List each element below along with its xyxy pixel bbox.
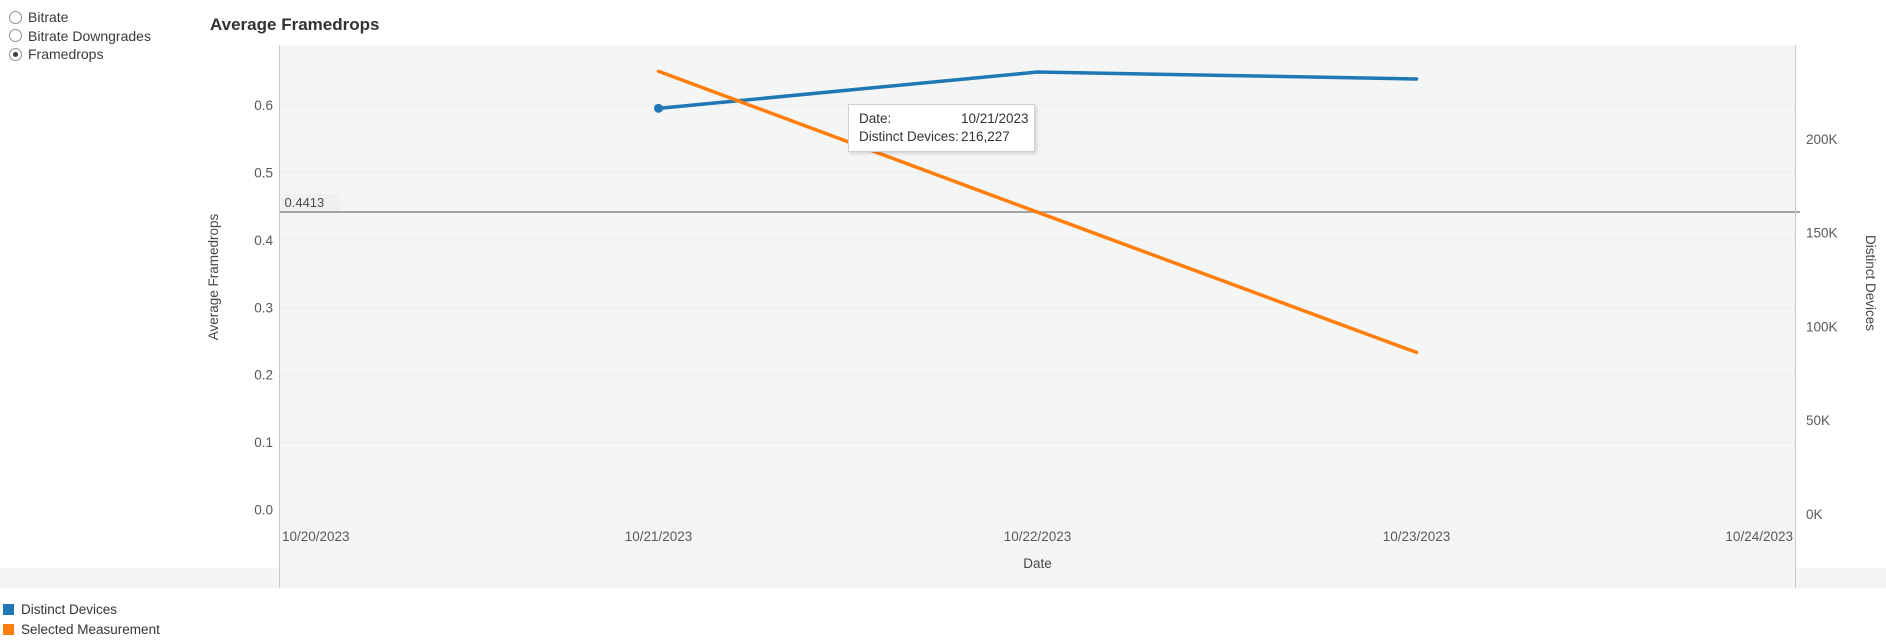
tooltip-row-label: Distinct Devices: [859,128,959,144]
left-axis-tick-label: 0.2 [254,368,273,383]
plot-area[interactable] [279,45,1796,588]
radio-button-icon[interactable] [9,10,22,24]
left-axis-tick-label: 0.3 [254,300,273,315]
left-axis-tick-label: 0.0 [254,503,273,518]
radio-option-bitrate-downgrades[interactable]: Bitrate Downgrades [9,27,151,45]
radio-option-label: Bitrate [28,9,69,25]
radio-option-label: Framedrops [28,46,104,62]
x-axis-tick-label: 10/24/2023 [1725,529,1793,544]
x-axis-tick-label: 10/23/2023 [1383,529,1451,544]
dual-axis-line-chart: 0.4413 0.0 0.1 0.2 0.3 0.4 0.5 0.6 0K 50K 100K 150K… [0,45,1886,588]
series-line-distinct-devices[interactable] [656,70,1419,111]
legend-label: Selected Measurement [21,621,160,637]
right-axis-tick-label: 0K [1806,507,1823,522]
legend-item-selected-measurement[interactable]: Selected Measurement [3,621,160,637]
left-axis-title: Average Framedrops [206,213,221,340]
radio-button-icon[interactable] [9,29,22,42]
right-axis-title: Distinct Devices [1863,235,1878,331]
x-axis-tick-label: 10/20/2023 [282,529,350,544]
measurement-radio-group: Bitrate Bitrate Downgrades Framedrops [9,8,151,64]
tooltip-row-value: 10/21/2023 [961,111,1029,126]
chart-legend: Distinct Devices Selected Measurement [3,601,160,641]
legend-label: Distinct Devices [21,601,118,617]
legend-swatch-icon [3,603,14,615]
chart-title: Average Framedrops [210,15,380,34]
right-axis-tick-label: 100K [1806,319,1838,334]
reference-line-label-bg [281,193,340,211]
reference-line-label: 0.4413 [285,195,325,210]
x-axis-title: Date [1023,556,1052,571]
radio-option-bitrate[interactable]: Bitrate [9,8,151,26]
right-axis-tick-label: 50K [1806,413,1830,428]
hover-marker[interactable] [654,103,663,113]
left-axis-tick-label: 0.6 [254,98,273,113]
x-axis-tick-label: 10/21/2023 [625,529,693,544]
right-axis-tick-label: 150K [1806,226,1838,241]
chart-tooltip: Date: 10/21/2023 Distinct Devices: 216,2… [848,104,1035,152]
legend-swatch-icon [3,623,14,635]
legend-item-distinct-devices[interactable]: Distinct Devices [3,601,160,617]
radio-option-label: Bitrate Downgrades [28,27,151,44]
left-axis-tick-label: 0.5 [254,165,273,180]
series-line-selected-measurement[interactable] [656,69,1419,355]
radio-option-framedrops[interactable]: Framedrops [9,45,151,63]
left-axis-tick-label: 0.1 [254,435,273,450]
right-axis-tick-label: 200K [1806,132,1838,147]
radio-button-icon[interactable] [9,47,22,61]
tooltip-row-value: 216,227 [961,128,1010,144]
x-axis-tick-label: 10/22/2023 [1004,529,1072,544]
left-axis-tick-label: 0.4 [254,233,273,248]
tooltip-row-label: Date: [859,111,892,126]
